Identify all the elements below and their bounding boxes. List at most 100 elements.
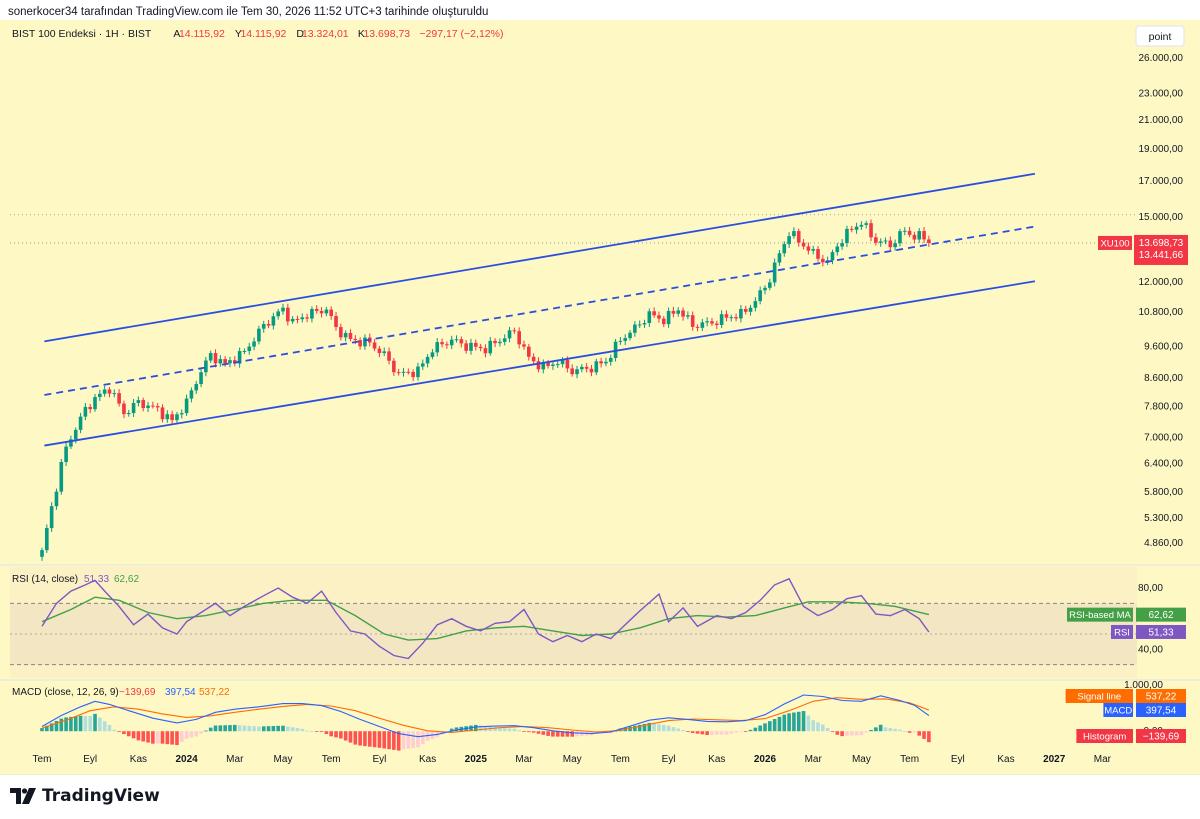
candle-body [493, 340, 497, 344]
macd-histogram-bar [551, 731, 555, 737]
macd-histogram-bar [917, 731, 922, 736]
candle-body [883, 240, 888, 242]
chart-caption: sonerkocer34 tarafından TradingView.com … [0, 0, 1200, 22]
candle-body [382, 351, 387, 354]
tradingview-brand: TradingView [42, 786, 160, 806]
macd-histogram-bar [469, 725, 473, 732]
candle-body [536, 361, 541, 370]
macd-histogram-bar [546, 731, 550, 736]
macd-histogram-bar [864, 731, 869, 733]
candle-body [869, 223, 873, 238]
candle-body [796, 231, 801, 243]
candle-body [686, 315, 690, 317]
candle-body [242, 351, 247, 353]
candle-body [372, 342, 377, 349]
time-tick-label: May [563, 754, 582, 765]
macd-histogram-bar [763, 723, 767, 732]
candle-body [102, 389, 107, 394]
macd-histogram-bar [271, 726, 276, 732]
scale-mode-button[interactable]: point [1135, 25, 1185, 47]
trading-chart[interactable]: 26.000,00 23.000,00 21.000,00 19.000,00 17.0… [0, 20, 1200, 775]
ohlc-legend: BIST 100 Endeksi · 1H · BIST A14.115,92 Y1… [12, 28, 503, 40]
macd-histogram-bar [666, 725, 671, 732]
macd-histogram-bar [806, 715, 811, 732]
macd-histogram-bar [290, 727, 295, 732]
histogram-value-label: −139,69 [1143, 732, 1180, 743]
macd-histogram-bar [257, 726, 261, 732]
tradingview-logo[interactable]: TradingView [10, 785, 160, 807]
candle-body [618, 340, 623, 342]
macd-histogram-bar [208, 727, 213, 732]
candle-body [584, 366, 589, 369]
signal-value-badge [1136, 689, 1186, 703]
candle-body [324, 309, 329, 314]
macd-histogram-bar [179, 731, 184, 742]
candle-body [286, 307, 290, 322]
macd-histogram-bar [700, 731, 705, 735]
candle-body [223, 359, 227, 364]
macd-histogram-bar [49, 723, 54, 732]
macd-histogram-bar [64, 717, 68, 732]
candle-body [464, 343, 468, 351]
time-tick-label: 2025 [465, 754, 488, 765]
rsi-tick-label: 80,00 [1138, 583, 1163, 594]
macd-histogram-bar [276, 725, 280, 732]
price-tick-label: 15.000,00 [1139, 212, 1184, 223]
macd-histogram-bar [825, 727, 830, 732]
price-tick-label: 6.400,00 [1144, 459, 1183, 470]
candle-body [748, 307, 753, 312]
rsi-pane-background [10, 567, 1137, 678]
candle-body [358, 340, 362, 347]
macd-histogram-bar [661, 724, 666, 732]
time-tick-label: Kas [130, 754, 147, 765]
macd-histogram-bar [522, 731, 526, 733]
macd-histogram-bar [146, 731, 150, 743]
scale-button-label: point [1149, 31, 1172, 43]
candle-body [411, 371, 415, 378]
macd-histogram-bar [527, 731, 531, 733]
macd-histogram-bar [777, 716, 782, 732]
candle-body [126, 413, 131, 415]
macd-histogram-bar [541, 731, 546, 735]
candle-body [801, 242, 806, 247]
macd-histogram-bar [314, 731, 319, 733]
time-tick-label: Tem [900, 754, 919, 765]
candle-body [816, 249, 820, 259]
macd-value-badge [1136, 703, 1186, 717]
macd-histogram-bar [849, 731, 854, 736]
macd-histogram-bar [204, 730, 208, 732]
candle-body [73, 429, 78, 440]
candle-body [387, 351, 391, 361]
macd-histogram-bar [782, 714, 787, 732]
candle-body [401, 371, 406, 373]
rsi-title: RSI (14, close) [12, 574, 78, 585]
candle-body [257, 328, 261, 342]
candle-body [715, 323, 719, 325]
time-tick-label: Mar [226, 754, 244, 765]
macd-histogram-bar [449, 728, 454, 732]
legend-text: D [296, 28, 304, 40]
macd-histogram-bar [300, 728, 305, 732]
macd-histogram-bar [213, 725, 218, 732]
macd-histogram-bar [45, 725, 49, 732]
time-tick-label: Tem [322, 754, 341, 765]
macd-histogram-bar [286, 726, 290, 732]
candle-body [608, 357, 613, 362]
macd-histogram-bar [261, 726, 266, 732]
candle-body [652, 311, 656, 316]
signal-tag-label: Signal line [1077, 692, 1121, 703]
candle-body [671, 310, 676, 314]
candle-body [888, 240, 893, 248]
macd-histogram-bar [642, 723, 647, 732]
candle-body [252, 341, 256, 347]
candle-body [661, 318, 666, 325]
candle-body [570, 368, 574, 375]
macd-histogram-bar [507, 728, 512, 732]
macd-histogram-bar [88, 715, 92, 732]
macd-histogram-bar [175, 731, 179, 746]
macd-histogram-bar [772, 719, 777, 732]
candle-body [459, 339, 464, 344]
macd-histogram-bar [228, 725, 232, 732]
candle-body [830, 252, 835, 261]
macd-line [41, 694, 930, 738]
